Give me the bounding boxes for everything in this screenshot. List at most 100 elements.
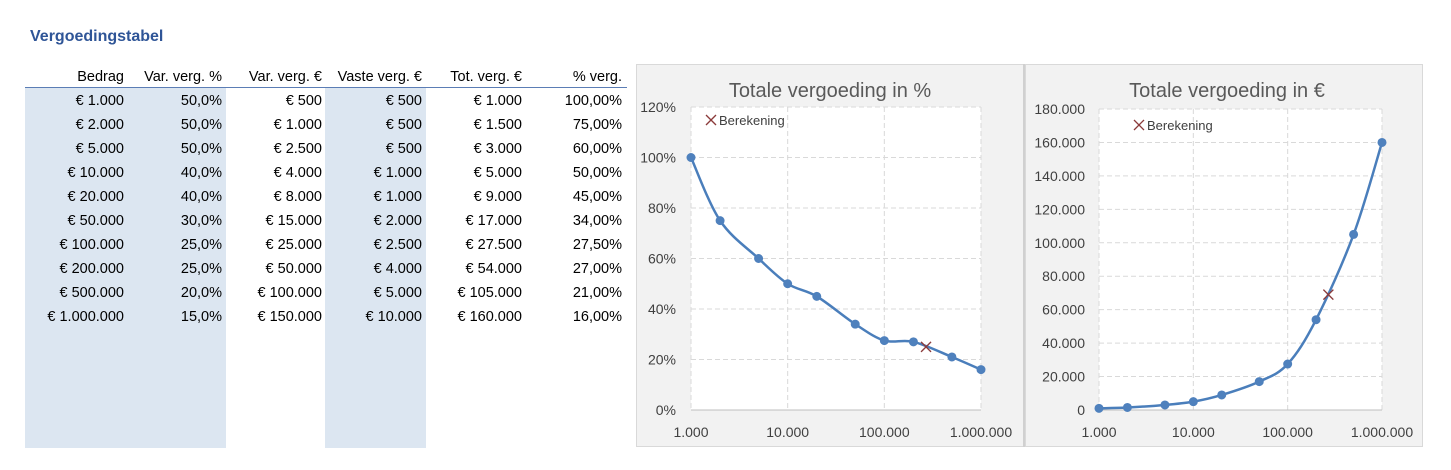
data-point xyxy=(1188,397,1198,407)
y-tick-label: 0% xyxy=(656,402,676,418)
cell-tot-verg-eur: € 54.000 xyxy=(465,261,522,277)
cell-bedrag: € 1.000.000 xyxy=(47,309,124,325)
cell-vaste-verg-eur: € 2.500 xyxy=(373,237,422,253)
data-point xyxy=(947,352,957,362)
cell-vaste-verg-eur: € 4.000 xyxy=(373,261,422,277)
cell-pct-verg: 16,00% xyxy=(572,309,622,325)
data-point xyxy=(908,337,918,347)
data-point xyxy=(1122,402,1132,412)
y-tick-label: 40.000 xyxy=(1042,335,1085,351)
legend-label: Berekening xyxy=(719,113,785,128)
cell-var-verg-pct: 40,0% xyxy=(180,189,222,205)
data-point xyxy=(879,336,889,346)
cell-var-verg-pct: 25,0% xyxy=(180,237,222,253)
cell-var-verg-eur: € 25.000 xyxy=(265,237,322,253)
x-tick-label: 1.000 xyxy=(673,424,708,440)
plot-area xyxy=(1099,109,1382,410)
y-tick-label: 180.000 xyxy=(1034,101,1085,117)
data-point xyxy=(1349,229,1359,239)
cell-vaste-verg-eur: € 500 xyxy=(385,93,422,109)
cell-bedrag: € 200.000 xyxy=(59,261,124,277)
cell-var-verg-eur: € 150.000 xyxy=(257,309,322,325)
y-tick-label: 60% xyxy=(648,251,676,267)
table-row: € 2.000 50,0% € 1.000 € 500 € 1.500 75,00% xyxy=(25,113,627,137)
table-row: € 10.000 40,0% € 4.000 € 1.000 € 5.000 50,00% xyxy=(25,161,627,185)
x-tick-label: 100.000 xyxy=(1262,424,1313,440)
x-tick-label: 10.000 xyxy=(766,424,809,440)
y-tick-label: 40% xyxy=(648,301,676,317)
cell-vaste-verg-eur: € 5.000 xyxy=(373,285,422,301)
data-point xyxy=(1283,359,1293,369)
header-var-verg-pct: Var. verg. % xyxy=(144,69,222,85)
x-tick-label: 1.000 xyxy=(1081,424,1116,440)
cell-pct-verg: 27,50% xyxy=(572,237,622,253)
y-tick-label: 60.000 xyxy=(1042,302,1085,318)
chart-title: Totale vergoeding in % xyxy=(729,80,932,102)
legend-marker xyxy=(705,114,717,126)
cell-var-verg-pct: 25,0% xyxy=(180,261,222,277)
header-var-verg-eur: Var. verg. € xyxy=(248,69,322,85)
chart-svg: Totale vergoeding in € 0 20.000 40.000 60.00… xyxy=(1034,80,1413,440)
cell-var-verg-eur: € 8.000 xyxy=(273,189,322,205)
calc-point-marker xyxy=(920,341,932,353)
cell-var-verg-eur: € 15.000 xyxy=(265,213,322,229)
cell-var-verg-eur: € 100.000 xyxy=(257,285,322,301)
cell-pct-verg: 21,00% xyxy=(572,285,622,301)
data-point xyxy=(1311,315,1321,325)
legend: Berekening xyxy=(705,113,785,128)
y-tick-label: 80.000 xyxy=(1042,268,1085,284)
x-tick-label: 100.000 xyxy=(859,424,910,440)
header-divider xyxy=(25,87,627,88)
header-vaste-verg-eur: Vaste verg. € xyxy=(337,69,422,85)
cell-vaste-verg-eur: € 10.000 xyxy=(365,309,422,325)
table-row: € 5.000 50,0% € 2.500 € 500 € 3.000 60,00% xyxy=(25,137,627,161)
cell-tot-verg-eur: € 160.000 xyxy=(457,309,522,325)
legend: Berekening xyxy=(1133,118,1213,133)
bedrag-column-shade xyxy=(25,88,226,448)
cell-bedrag: € 10.000 xyxy=(67,165,124,181)
data-point xyxy=(715,216,725,226)
cell-tot-verg-eur: € 105.000 xyxy=(457,285,522,301)
chart-svg: Totale vergoeding in % 0% 20% 40% 60% 80% 100%… xyxy=(640,80,1012,440)
cell-var-verg-eur: € 4.000 xyxy=(273,165,322,181)
legend-marker xyxy=(1133,119,1145,131)
cell-vaste-verg-eur: € 1.000 xyxy=(373,165,422,181)
y-tick-label: 160.000 xyxy=(1034,134,1085,150)
chart-percentage: Totale vergoeding in % 0% 20% 40% 60% 80% 100%… xyxy=(636,64,1024,447)
cell-pct-verg: 60,00% xyxy=(572,141,622,157)
cell-tot-verg-eur: € 3.000 xyxy=(473,141,522,157)
cell-var-verg-pct: 40,0% xyxy=(180,165,222,181)
cell-var-verg-pct: 20,0% xyxy=(180,285,222,301)
table-row: € 100.000 25,0% € 25.000 € 2.500 € 27.500 27,… xyxy=(25,233,627,257)
y-tick-label: 120% xyxy=(640,99,676,115)
data-point xyxy=(1377,137,1387,147)
cell-bedrag: € 500.000 xyxy=(59,285,124,301)
legend-label: Berekening xyxy=(1147,118,1213,133)
y-tick-label: 80% xyxy=(648,200,676,216)
y-tick-label: 140.000 xyxy=(1034,168,1085,184)
cell-var-verg-pct: 30,0% xyxy=(180,213,222,229)
cell-var-verg-eur: € 2.500 xyxy=(273,141,322,157)
cell-bedrag: € 20.000 xyxy=(67,189,124,205)
cell-bedrag: € 1.000 xyxy=(75,93,124,109)
data-point xyxy=(812,291,822,301)
cell-pct-verg: 27,00% xyxy=(572,261,622,277)
cell-pct-verg: 75,00% xyxy=(572,117,622,133)
data-point xyxy=(754,254,764,263)
cell-tot-verg-eur: € 5.000 xyxy=(473,165,522,181)
cell-var-verg-pct: 15,0% xyxy=(180,309,222,325)
cell-bedrag: € 50.000 xyxy=(67,213,124,229)
y-tick-label: 0 xyxy=(1077,402,1085,418)
cell-pct-verg: 34,00% xyxy=(572,213,622,229)
table-row: € 50.000 30,0% € 15.000 € 2.000 € 17.000 34,0… xyxy=(25,209,627,233)
cell-tot-verg-eur: € 27.500 xyxy=(465,237,522,253)
cell-var-verg-eur: € 50.000 xyxy=(265,261,322,277)
series-line xyxy=(1098,142,1384,410)
data-point xyxy=(1160,400,1170,410)
chart-euro: Totale vergoeding in € 0 20.000 40.000 60.00… xyxy=(1025,64,1423,447)
cell-vaste-verg-eur: € 500 xyxy=(385,117,422,133)
vergoedingstabel: Bedrag Var. verg. % Var. verg. € Vaste verg… xyxy=(25,62,627,448)
table-row: € 200.000 25,0% € 50.000 € 4.000 € 54.000 27,… xyxy=(25,257,627,281)
header-tot-verg-eur: Tot. verg. € xyxy=(450,69,522,85)
page-title: Vergoedingstabel xyxy=(30,28,164,45)
